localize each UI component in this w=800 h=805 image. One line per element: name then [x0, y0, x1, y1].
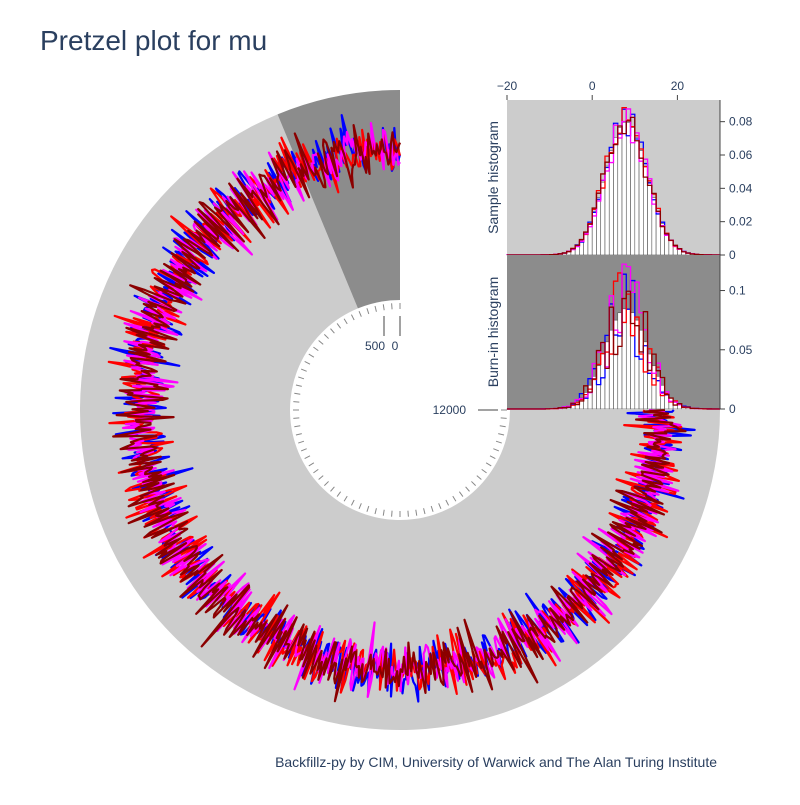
sample-histogram: 0 0.02 0.04 0.06 0.08 Sample histogram −20 0 20 — [485, 79, 753, 262]
radial-tick-label: 500 — [365, 339, 385, 353]
histogram-bar — [618, 128, 622, 255]
histogram-bar — [631, 128, 635, 255]
y-tick-label: 0.1 — [729, 284, 746, 298]
histogram-ylabel: Burn-in histogram — [485, 277, 501, 388]
y-tick-label: 0 — [729, 248, 736, 262]
iteration-label: 12000 — [433, 403, 467, 417]
y-tick-label: 0 — [729, 402, 736, 416]
y-tick-label: 0.08 — [729, 115, 753, 129]
y-tick-label: 0.06 — [729, 148, 753, 162]
histogram-ylabel: Sample histogram — [485, 121, 501, 234]
burnin-histogram: 0 0.05 0.1 Burn-in histogram — [485, 255, 753, 416]
y-tick-label: 0.04 — [729, 181, 753, 195]
histogram-bar — [622, 122, 626, 255]
chart-title: Pretzel plot for mu — [40, 25, 267, 56]
x-tick-label: 0 — [589, 79, 596, 93]
radial-tick-label: 0 — [392, 339, 399, 353]
x-tick-label: 20 — [671, 79, 685, 93]
x-tick-label: −20 — [497, 79, 518, 93]
y-tick-label: 0.02 — [729, 215, 753, 229]
footer-credit: Backfillz-py by CIM, University of Warwi… — [275, 754, 717, 770]
y-tick-label: 0.05 — [729, 343, 753, 357]
